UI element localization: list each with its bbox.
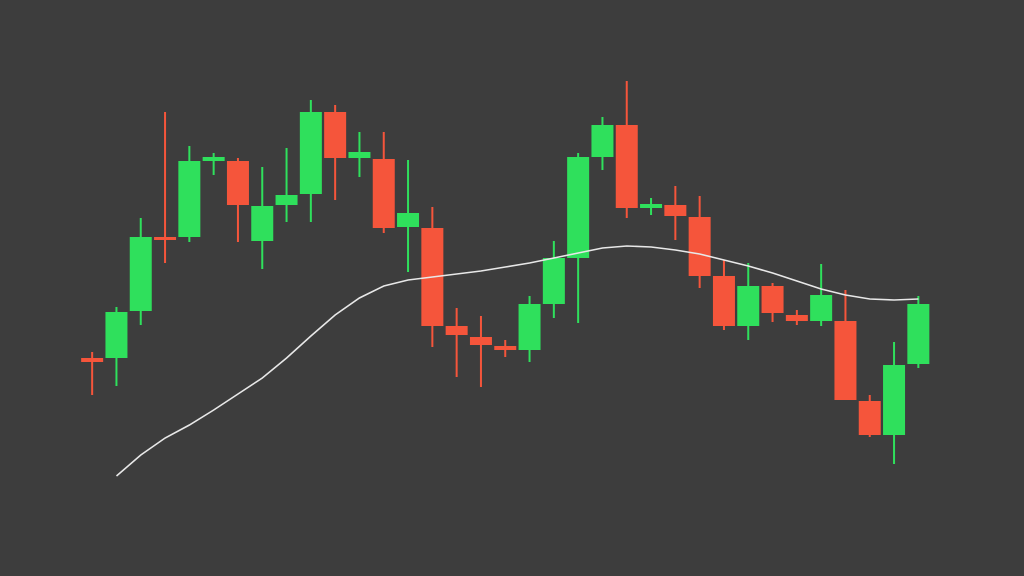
candle-body (445, 326, 468, 335)
candle-body (518, 304, 541, 350)
candle-body (834, 321, 857, 400)
candle-body (202, 157, 225, 161)
candle-body (858, 401, 881, 435)
candle-body (785, 315, 808, 321)
candle-body (81, 358, 104, 362)
candle-body (542, 258, 565, 304)
candle-body (567, 157, 590, 258)
candle-body (615, 125, 638, 208)
candle-body (640, 204, 663, 208)
moving-average-line (115, 245, 919, 477)
candle-body (299, 112, 322, 194)
candle-body (761, 286, 784, 313)
candle-body (494, 346, 517, 350)
candle-body (712, 276, 735, 326)
candle-body (275, 195, 298, 205)
candle-body (397, 213, 420, 227)
candle-body (348, 152, 371, 158)
candle-body (883, 365, 906, 435)
candle-body (737, 286, 760, 326)
candle-body (251, 206, 274, 241)
candle-body (178, 161, 201, 237)
candle-body (324, 112, 347, 158)
candle-body (688, 217, 711, 276)
candle-body (469, 337, 492, 345)
candle-body (129, 237, 152, 311)
candle-body (591, 125, 614, 157)
candle-body (664, 205, 687, 216)
candle-body (105, 312, 128, 358)
candle-body (154, 237, 177, 240)
candle-body (907, 304, 930, 364)
candle-body (810, 295, 833, 321)
candle-body (226, 161, 249, 205)
candle-body (372, 159, 395, 228)
